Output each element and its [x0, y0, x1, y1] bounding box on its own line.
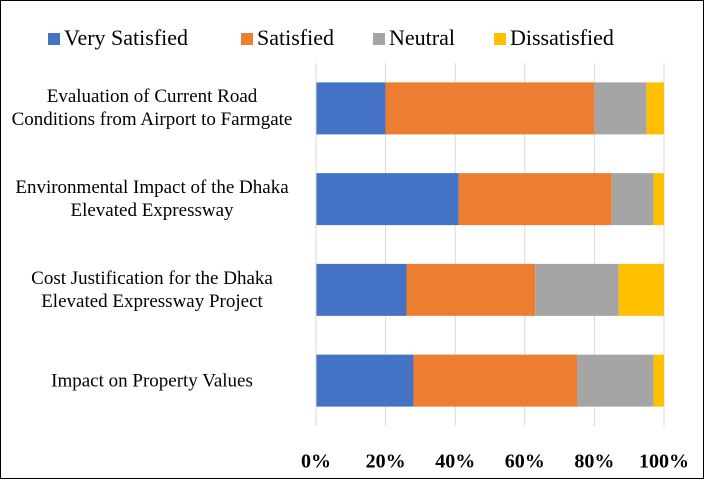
y-tick-label: Cost Justification for the Dhaka Elevate…	[31, 267, 273, 312]
bar-segment	[653, 173, 664, 226]
legend-label: Neutral	[389, 25, 455, 50]
y-tick-label: Evaluation of Current Road Conditions fr…	[11, 86, 293, 131]
legend-swatch	[241, 33, 253, 45]
bar-segment	[316, 354, 414, 407]
x-tick-label: 60%	[505, 451, 545, 473]
legend-swatch	[494, 33, 506, 45]
legend-label: Very Satisfied	[64, 25, 188, 50]
bar-segment	[618, 263, 664, 316]
y-tick-label: Impact on Property Values	[51, 370, 253, 392]
x-tick-label: 80%	[574, 451, 614, 473]
bar-segment	[385, 82, 595, 135]
bar-segment	[458, 173, 612, 226]
legend-swatch	[48, 33, 60, 45]
legend-label: Satisfied	[257, 25, 334, 50]
legend-label: Dissatisfied	[510, 25, 614, 50]
legend-swatch	[373, 33, 385, 45]
bar-segment	[316, 173, 459, 226]
bar-segment	[413, 354, 577, 407]
bar-segment	[535, 263, 619, 316]
x-tick-label: 20%	[366, 451, 406, 473]
bar-segment	[653, 354, 664, 407]
bar-segment	[406, 263, 536, 316]
bar-segment	[577, 354, 654, 407]
bar-segment	[646, 82, 664, 135]
x-tick-label: 100%	[639, 451, 689, 473]
x-tick-label: 40%	[435, 451, 475, 473]
bar-segment	[316, 263, 407, 316]
bar-segment	[316, 82, 386, 135]
bar-segment	[611, 173, 654, 226]
bar-segment	[594, 82, 647, 135]
x-tick-label: 0%	[301, 451, 331, 473]
y-tick-label: Environmental Impact of the Dhaka Elevat…	[15, 177, 289, 222]
